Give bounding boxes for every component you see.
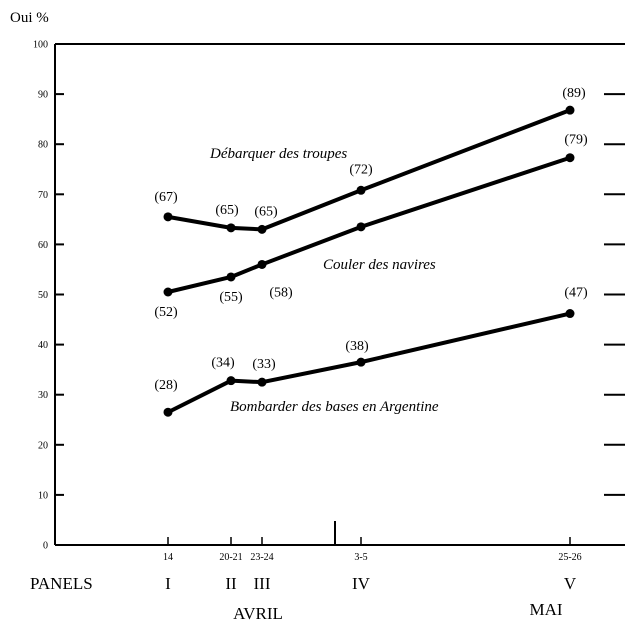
y-tick-label: 0 <box>43 541 48 552</box>
y-tick-label: 30 <box>38 390 48 401</box>
data-value-label: (28) <box>154 378 178 393</box>
y-tick-label: 90 <box>38 90 48 101</box>
data-value-label: (79) <box>564 133 588 148</box>
series-label-bombarder: Bombarder des bases en Argentine <box>230 399 439 415</box>
data-point <box>356 222 366 232</box>
x-panel-label: I <box>165 574 171 593</box>
y-tick-label: 50 <box>38 290 48 301</box>
value-labels: (67) (65) (65) (72) (89) (52) (55) (58) (79) (28)… <box>154 86 588 393</box>
x-date-label: 3-5 <box>354 552 367 563</box>
month-label-avril: AVRIL <box>233 604 283 623</box>
data-value-label: (34) <box>211 356 235 371</box>
data-point <box>257 224 267 234</box>
data-point <box>257 377 267 387</box>
data-point <box>226 223 236 233</box>
month-label-mai: MAI <box>529 600 562 619</box>
y-tick-label: 100 <box>33 40 48 51</box>
x-date-label: 25-26 <box>558 552 581 563</box>
data-point <box>565 153 575 163</box>
data-point <box>356 357 366 367</box>
x-axis-title: PANELS <box>30 574 93 593</box>
y-axis-label: Oui % <box>10 10 49 26</box>
y-tick-label: 60 <box>38 240 48 251</box>
data-point <box>565 309 575 319</box>
y-tick-label: 80 <box>38 140 48 151</box>
data-point <box>226 272 236 282</box>
y-tick-label: 10 <box>38 490 48 501</box>
data-value-label: (55) <box>219 290 243 305</box>
y-tick-label: 20 <box>38 440 48 451</box>
data-value-label: (72) <box>349 162 373 177</box>
series-label-couler: Couler des navires <box>323 257 436 273</box>
x-labels: 14 I 20-21 II 23-24 III 3-5 IV 25-26 V <box>163 537 582 593</box>
x-date-label: 14 <box>163 552 173 563</box>
data-point <box>226 376 236 386</box>
y-tick-label: 40 <box>38 340 48 351</box>
series-labels: Débarquer des troupes Couler des navires… <box>209 146 439 415</box>
data-point <box>163 212 173 222</box>
data-value-label: (58) <box>269 285 293 300</box>
x-date-label: 23-24 <box>250 552 273 563</box>
data-point <box>356 185 366 195</box>
data-points <box>163 105 575 417</box>
x-date-label: 20-21 <box>219 552 242 563</box>
data-point <box>163 407 173 417</box>
data-point <box>565 105 575 115</box>
data-value-label: (65) <box>254 204 278 219</box>
data-value-label: (67) <box>154 190 178 205</box>
data-value-label: (52) <box>154 305 178 320</box>
data-point <box>163 287 173 297</box>
data-value-label: (89) <box>562 86 586 101</box>
plot-frame <box>54 43 625 546</box>
x-panel-label: III <box>254 574 271 593</box>
data-value-label: (38) <box>345 339 369 354</box>
x-panel-label: V <box>564 574 577 593</box>
data-point <box>257 259 267 269</box>
y-ticks: 0 10 20 30 40 50 60 70 80 90 100 <box>33 40 625 552</box>
data-value-label: (65) <box>215 203 239 218</box>
series-label-debarquer: Débarquer des troupes <box>209 146 347 162</box>
data-value-label: (47) <box>564 286 588 301</box>
x-panel-label: IV <box>352 574 371 593</box>
data-value-label: (33) <box>252 357 276 372</box>
y-tick-label: 70 <box>38 190 48 201</box>
x-panel-label: II <box>225 574 237 593</box>
